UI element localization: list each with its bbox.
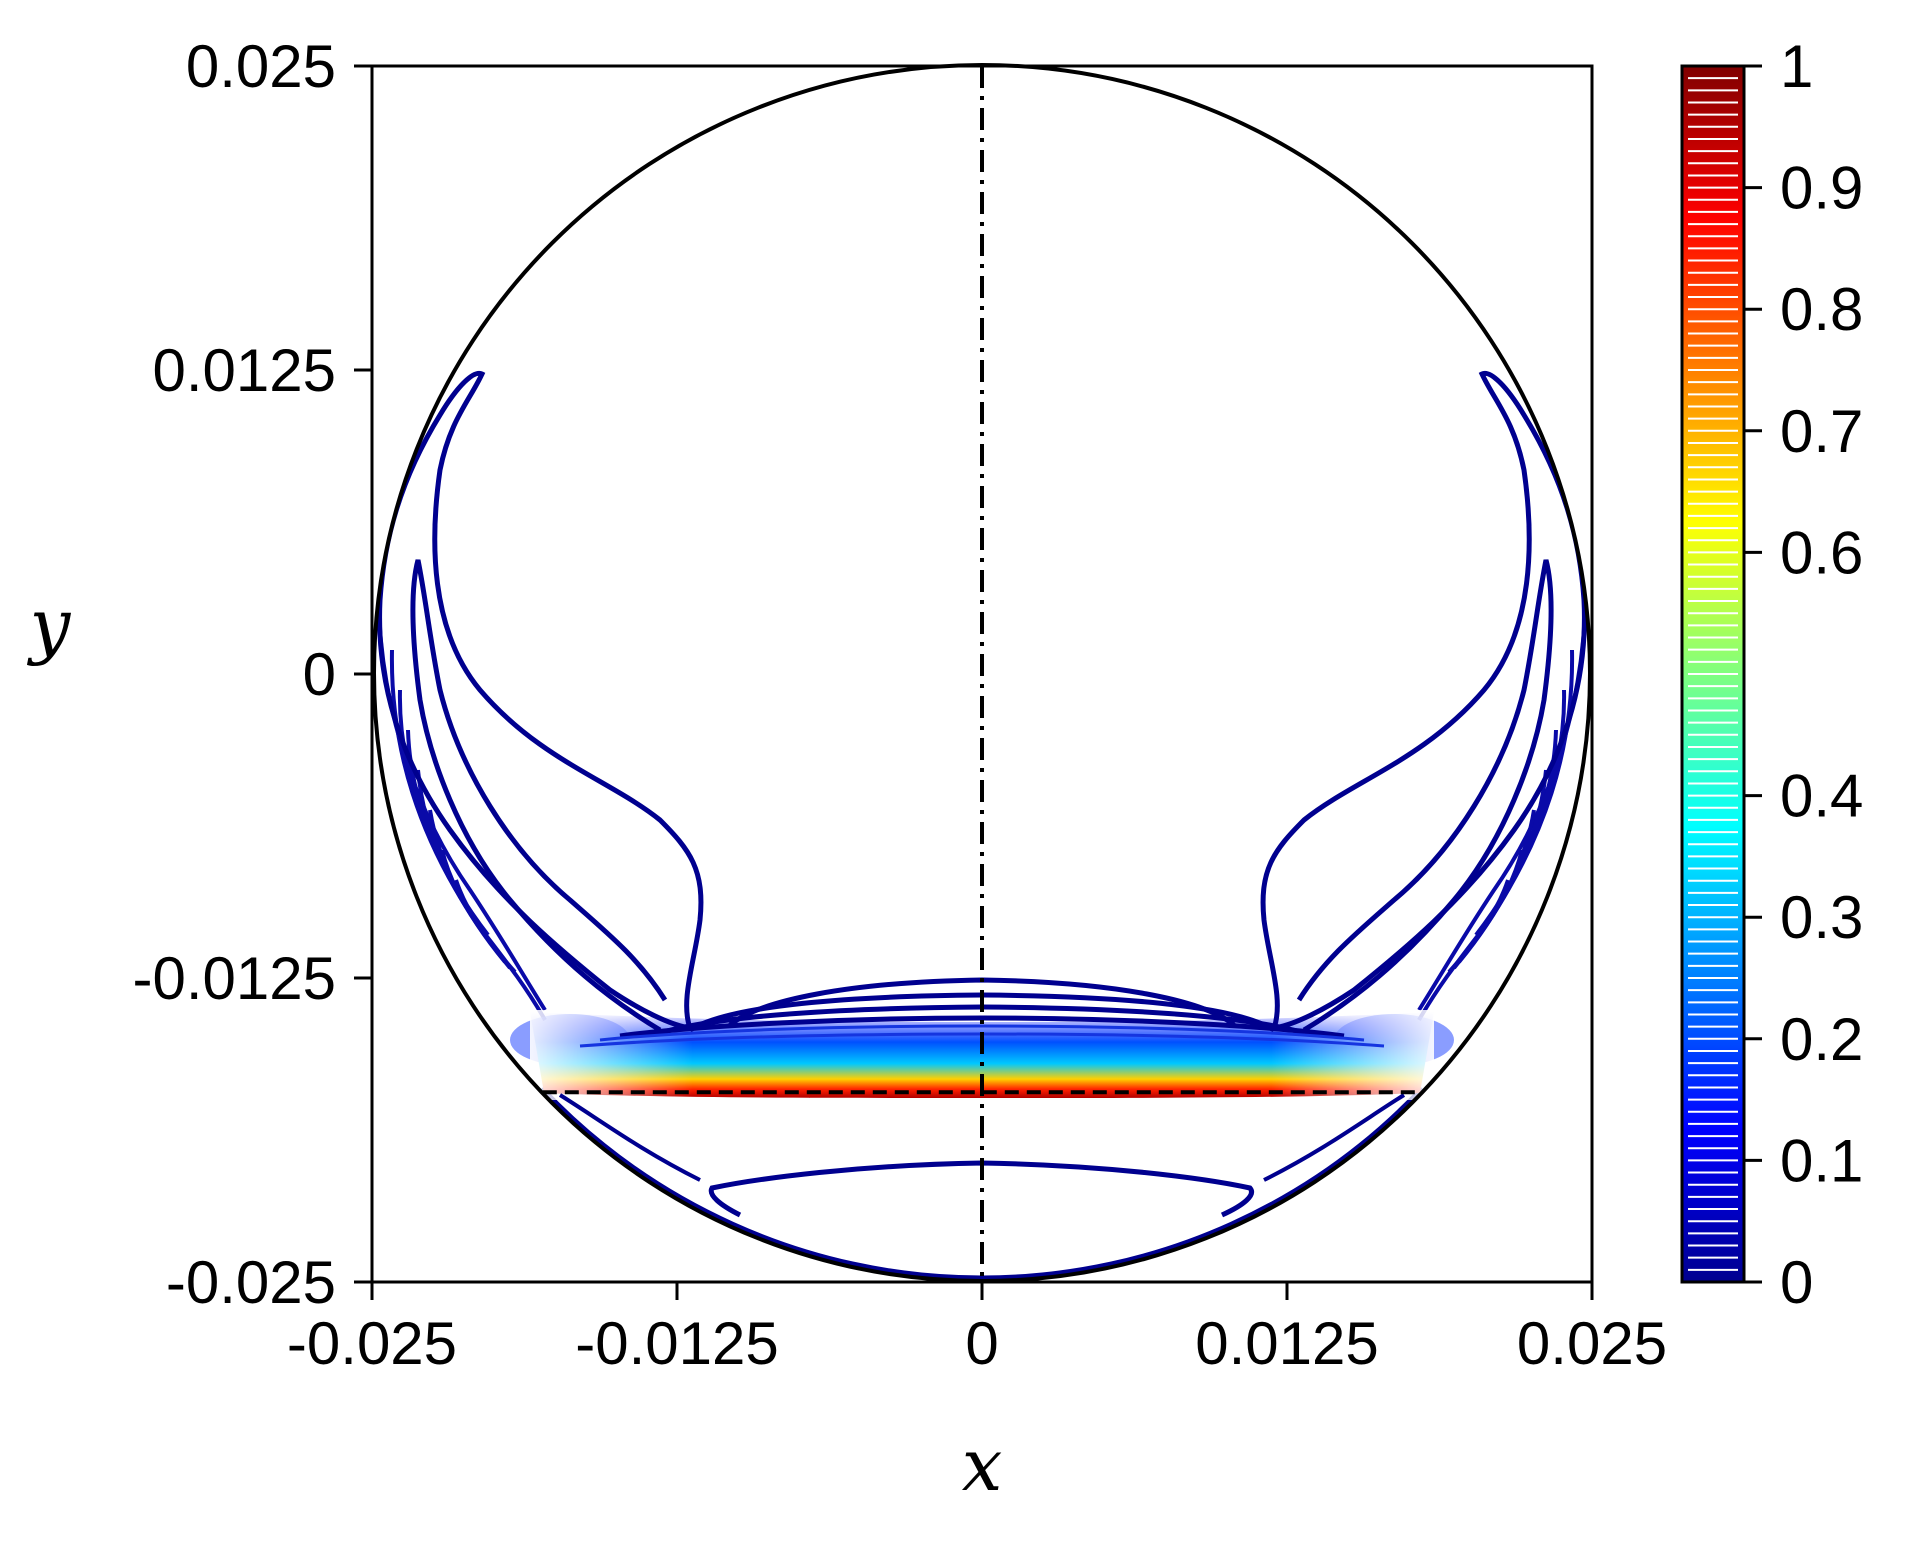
x-axis-label: x [962,1423,1003,1507]
y-tick-label: -0.025 [166,1249,336,1316]
colorbar-tick-label: 0.4 [1780,763,1863,830]
y-tick-label: 0.025 [186,33,336,100]
colorbar-tick-label: 0.2 [1780,1006,1863,1073]
contour-right-loop-2 [1296,559,1554,1033]
contour-bottom-inner [558,1093,1406,1182]
contour-lines [376,370,1588,1281]
colorbar-tick-label: 0.3 [1780,884,1863,951]
x-tick-label: -0.0125 [575,1310,779,1377]
y-axis-label: y [27,583,72,667]
y-tick-label: 0 [303,641,336,708]
colorbar-tick-label: 0 [1780,1249,1813,1316]
colorbar: 1 0.9 0.8 0.7 0.6 0.4 0.3 0.2 0.1 0 [1680,33,1863,1316]
colorbar-tick-label: 0.9 [1780,155,1863,222]
contour-right-wall-lines [1417,559,1588,1021]
x-tick-label: 0.0125 [1195,1310,1379,1377]
x-axis-ticks: -0.025 -0.0125 0 0.0125 0.025 [287,1282,1667,1377]
colorbar-tick-label: 0.8 [1780,276,1863,343]
colorbar-tick-label: 0.1 [1780,1127,1863,1194]
y-axis-ticks: 0.025 0.0125 0 -0.0125 -0.025 [133,33,372,1316]
contour-left-horn [377,370,704,1032]
x-tick-label: -0.025 [287,1310,457,1377]
y-tick-label: -0.0125 [133,945,337,1012]
contour-left-loop-2 [410,559,668,1033]
colorbar-level-lines [1688,77,1738,1271]
colorbar-tick-label: 1 [1780,33,1813,100]
contour-left-wall-lines [376,559,547,1021]
colorbar-tick-label: 0.6 [1780,519,1863,586]
colorbar-ticks: 1 0.9 0.8 0.7 0.6 0.4 0.3 0.2 0.1 0 [1744,33,1863,1316]
y-tick-label: 0.0125 [152,337,336,404]
contour-right-horn [1260,370,1587,1032]
colorbar-tick-label: 0.7 [1780,398,1863,465]
x-tick-label: 0.025 [1517,1310,1667,1377]
x-tick-label: 0 [965,1310,998,1377]
